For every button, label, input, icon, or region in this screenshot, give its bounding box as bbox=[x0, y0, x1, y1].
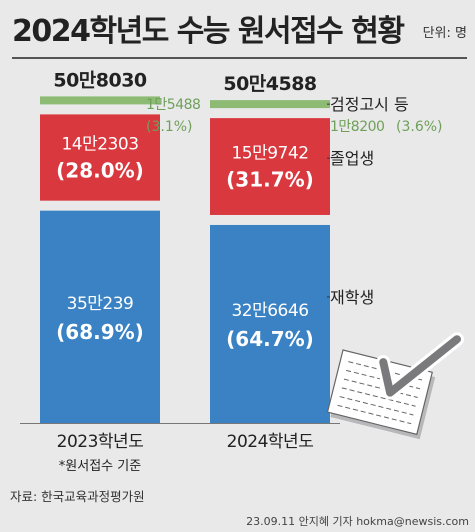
check-mark-icon bbox=[379, 335, 461, 397]
total-label-1: 50만8030 bbox=[53, 69, 147, 91]
value-label-qualification-1: 1만5488 bbox=[146, 97, 200, 113]
answer-sheet-row bbox=[341, 387, 416, 407]
note-label: *원서접수 기준 bbox=[59, 459, 141, 474]
answer-sheet-row bbox=[343, 378, 418, 398]
pct-label-qualification-2: (3.6%) bbox=[396, 119, 443, 135]
source-label: 자료: 한국교육과정평가원 bbox=[10, 489, 145, 504]
credit-label: 23.09.11 안지혜 기자 hokma@newsis.com bbox=[246, 515, 469, 528]
value-label-graduate-1: 14만2303 bbox=[61, 135, 138, 155]
total-label-2: 50만4588 bbox=[223, 73, 317, 95]
value-label-enrolled-1: 35만239 bbox=[67, 294, 134, 314]
pct-label-qualification-1: (3.1%) bbox=[146, 119, 193, 135]
bar-enrolled-2 bbox=[210, 224, 330, 423]
value-label-graduate-2: 15만9742 bbox=[231, 144, 308, 164]
bar-qualification-2 bbox=[210, 100, 330, 109]
pct-label-enrolled-1: (68.9%) bbox=[56, 320, 144, 344]
legend-label-enrolled: 재학생 bbox=[330, 288, 374, 307]
category-label-1: 2023학년도 bbox=[57, 432, 144, 452]
bar-enrolled-1 bbox=[40, 210, 160, 423]
answer-sheet-illustration bbox=[326, 332, 464, 440]
legend-label-qualification: 검정고시 등 bbox=[330, 95, 409, 114]
pct-label-enrolled-2: (64.7%) bbox=[226, 327, 314, 351]
category-label-2: 2024학년도 bbox=[227, 432, 314, 452]
bar-qualification-1 bbox=[40, 96, 160, 105]
value-label-qualification-2: 1만8200 bbox=[330, 119, 384, 135]
pct-label-graduate-1: (28.0%) bbox=[56, 159, 144, 183]
unit-label: 단위: 명 bbox=[422, 26, 467, 41]
answer-sheet-row bbox=[348, 361, 423, 381]
value-label-enrolled-2: 32만6646 bbox=[231, 301, 308, 321]
title-divider bbox=[12, 57, 467, 59]
legend-label-graduate: 졸업생 bbox=[330, 149, 374, 168]
pct-label-graduate-2: (31.7%) bbox=[226, 168, 314, 192]
bar-graduate-2 bbox=[210, 118, 330, 215]
answer-sheet-row bbox=[337, 404, 412, 425]
bar-graduate-1 bbox=[40, 114, 160, 201]
chart-title: 2024학년도 수능 원서접수 현황 bbox=[12, 14, 405, 49]
answer-sheet-row bbox=[346, 369, 421, 390]
answer-sheet-row bbox=[339, 396, 414, 416]
